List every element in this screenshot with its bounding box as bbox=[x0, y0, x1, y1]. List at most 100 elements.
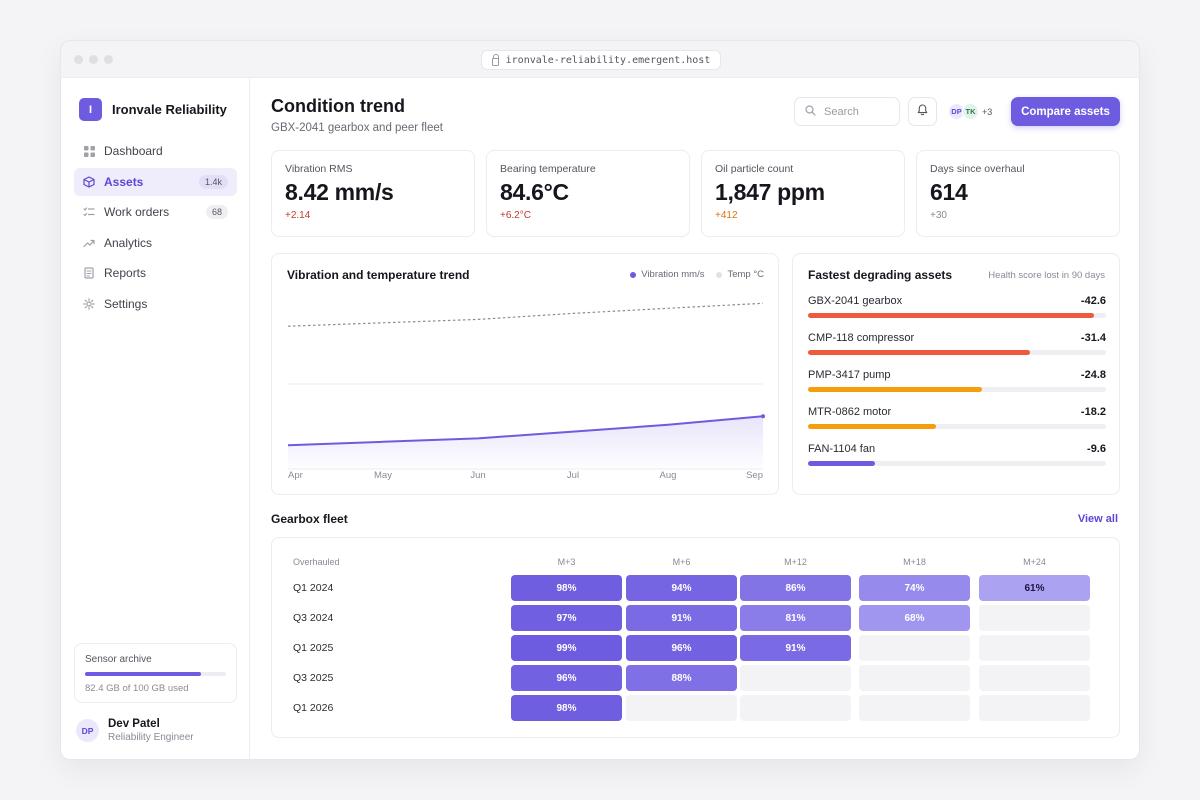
heatmap-cell[interactable]: 99% bbox=[511, 635, 622, 661]
heatmap-cell[interactable]: 74% bbox=[859, 575, 970, 601]
heatmap-cell[interactable]: 61% bbox=[979, 575, 1090, 601]
heatmap-cell[interactable]: 68% bbox=[859, 605, 970, 631]
address-bar[interactable]: ironvale-reliability.emergent.host bbox=[481, 50, 721, 70]
user-profile[interactable]: DP Dev Patel Reliability Engineer bbox=[76, 718, 194, 743]
row-label: Q3 2025 bbox=[293, 672, 334, 684]
row-header: Overhauled bbox=[293, 557, 340, 567]
window-close-dot[interactable] bbox=[74, 55, 83, 64]
compare-assets-button[interactable]: Compare assets bbox=[1011, 97, 1120, 126]
avatar: TK bbox=[962, 103, 979, 120]
kpi-value: 614 bbox=[930, 179, 968, 205]
checklist-icon bbox=[83, 206, 95, 218]
fleet-heatmap-card: Overhauled M+3 M+6 M+12 M+18 M+24 Q1 2024 98% 9… bbox=[271, 537, 1120, 738]
user-name: Dev Patel bbox=[108, 718, 160, 730]
kpi-card[interactable]: Days since overhaul 614 +30 bbox=[916, 150, 1120, 237]
column-header: M+24 bbox=[1023, 557, 1046, 567]
sidebar: I Ironvale Reliability Dashboard Assets … bbox=[61, 78, 250, 759]
kpi-card[interactable]: Bearing temperature 84.6°C +6.2°C bbox=[486, 150, 690, 237]
chart-legend: Vibration mm/s Temp °C bbox=[630, 269, 764, 280]
address-url: ironvale-reliability.emergent.host bbox=[505, 54, 711, 66]
kpi-delta: +2.14 bbox=[285, 210, 311, 221]
bell-icon bbox=[917, 103, 928, 121]
kpi-delta: +412 bbox=[715, 210, 738, 221]
health-bar-fill bbox=[808, 387, 983, 392]
asset-score-delta: -9.6 bbox=[1087, 443, 1106, 455]
heatmap-cell[interactable]: 96% bbox=[511, 665, 622, 691]
team-more-count: +3 bbox=[982, 106, 993, 117]
storage-widget[interactable]: Sensor archive 82.4 GB of 100 GB used bbox=[74, 643, 237, 703]
sidebar-item-count-badge: 68 bbox=[205, 205, 228, 219]
heatmap-cell[interactable]: 98% bbox=[511, 695, 622, 721]
notifications-button[interactable] bbox=[908, 97, 937, 126]
search-input[interactable]: Search bbox=[794, 97, 900, 126]
series-line-vibration bbox=[287, 415, 764, 447]
x-tick-label: May bbox=[374, 470, 392, 481]
sidebar-nav: Dashboard Assets 1.4k Work orders 68 bbox=[74, 137, 237, 320]
avatar: DP bbox=[76, 719, 99, 742]
series-area-vibration bbox=[288, 416, 763, 469]
health-bar-track bbox=[808, 387, 1106, 392]
kpi-card[interactable]: Oil particle count 1,847 ppm +412 bbox=[701, 150, 905, 237]
asset-score-delta: -42.6 bbox=[1080, 295, 1106, 307]
heatmap-cell[interactable]: 98% bbox=[511, 575, 622, 601]
heatmap-cell[interactable]: 91% bbox=[626, 605, 737, 631]
section-title: Gearbox fleet bbox=[271, 512, 348, 526]
sidebar-item-analytics[interactable]: Analytics bbox=[74, 229, 237, 257]
heatmap-cell-empty bbox=[979, 635, 1090, 661]
row-label: Q1 2026 bbox=[293, 702, 334, 714]
sidebar-item-label: Assets bbox=[104, 174, 144, 189]
sidebar-item-label: Reports bbox=[104, 266, 147, 280]
page-subtitle: GBX-2041 gearbox and peer fleet bbox=[271, 122, 443, 134]
kpi-label: Oil particle count bbox=[715, 163, 794, 175]
sidebar-item-settings[interactable]: Settings bbox=[74, 290, 237, 318]
health-bar-track bbox=[808, 313, 1106, 318]
kpi-card[interactable]: Vibration RMS 8.42 mm/s +2.14 bbox=[271, 150, 475, 237]
gear-icon bbox=[83, 297, 95, 310]
asset-name: CMP-118 compressor bbox=[808, 332, 915, 344]
heatmap-cell[interactable]: 97% bbox=[511, 605, 622, 631]
heatmap-cell-empty bbox=[979, 665, 1090, 691]
storage-usage-text: 82.4 GB of 100 GB used bbox=[85, 683, 189, 694]
x-tick-label: Jul bbox=[567, 470, 579, 481]
heatmap-cell[interactable]: 91% bbox=[740, 635, 851, 661]
sidebar-item-dashboard[interactable]: Dashboard bbox=[74, 137, 237, 165]
list-item[interactable]: GBX-2041 gearbox -42.6 bbox=[808, 295, 1106, 332]
browser-window: ironvale-reliability.emergent.host I Iro… bbox=[60, 40, 1140, 760]
list-item[interactable]: CMP-118 compressor -31.4 bbox=[808, 332, 1106, 369]
main-content: Condition trend GBX-2041 gearbox and pee… bbox=[251, 78, 1139, 759]
legend-label: Temp °C bbox=[727, 269, 764, 280]
sidebar-item-reports[interactable]: Reports bbox=[74, 259, 237, 287]
asset-score-delta: -18.2 bbox=[1080, 406, 1106, 418]
avatar: DP bbox=[948, 103, 965, 120]
x-tick-label: Sep bbox=[746, 470, 763, 481]
sidebar-item-assets[interactable]: Assets 1.4k bbox=[74, 167, 237, 196]
legend-swatch bbox=[716, 271, 723, 278]
series-endpoint-vibration bbox=[761, 414, 765, 419]
kpi-value: 84.6°C bbox=[500, 179, 569, 205]
team-avatars[interactable]: DP TK +3 bbox=[948, 103, 992, 120]
brand[interactable]: I Ironvale Reliability bbox=[79, 98, 227, 121]
legend-item-vibration[interactable]: Vibration mm/s bbox=[630, 269, 704, 280]
heatmap-cell[interactable]: 94% bbox=[626, 575, 737, 601]
view-all-link[interactable]: View all bbox=[1077, 513, 1118, 525]
document-icon bbox=[83, 267, 95, 279]
legend-item-temp[interactable]: Temp °C bbox=[716, 269, 764, 280]
trend-chart[interactable]: Apr May Jun Jul Aug Sep bbox=[272, 254, 780, 496]
search-placeholder: Search bbox=[824, 105, 859, 118]
list-item[interactable]: MTR-0862 motor -18.2 bbox=[808, 406, 1106, 443]
sidebar-item-work-orders[interactable]: Work orders 68 bbox=[74, 198, 237, 226]
lock-icon bbox=[491, 53, 500, 66]
heatmap-cell[interactable]: 96% bbox=[626, 635, 737, 661]
heatmap-cell[interactable]: 88% bbox=[626, 665, 737, 691]
health-bar-fill bbox=[808, 424, 937, 429]
sidebar-item-label: Work orders bbox=[104, 205, 170, 219]
list-item[interactable]: PMP-3417 pump -24.8 bbox=[808, 369, 1106, 406]
heatmap-cell[interactable]: 86% bbox=[740, 575, 851, 601]
window-maximize-dot[interactable] bbox=[104, 55, 113, 64]
kpi-label: Vibration RMS bbox=[285, 163, 353, 175]
list-item[interactable]: FAN-1104 fan -9.6 bbox=[808, 443, 1106, 480]
window-minimize-dot[interactable] bbox=[89, 55, 98, 64]
card-note: Health score lost in 90 days bbox=[988, 270, 1105, 281]
sidebar-item-label: Analytics bbox=[104, 235, 153, 250]
heatmap-cell[interactable]: 81% bbox=[740, 605, 851, 631]
